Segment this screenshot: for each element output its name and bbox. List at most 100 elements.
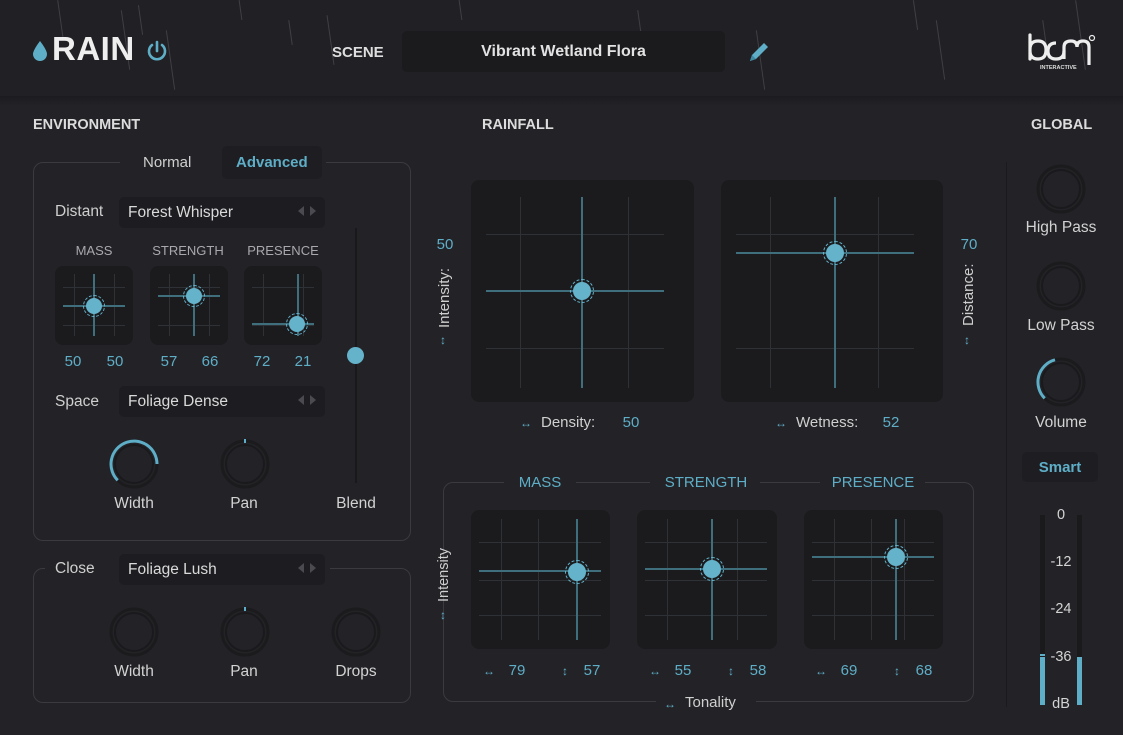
mode-normal-button[interactable]: Normal: [143, 154, 192, 171]
close-preset-select[interactable]: Foliage Lush: [119, 554, 325, 585]
tone-mass-pad[interactable]: [471, 510, 610, 649]
prev-preset-icon[interactable]: [298, 395, 304, 405]
distance-axis-label: Distance:: [960, 263, 977, 326]
tone-presence-y: 68: [915, 662, 933, 679]
density-label: Density:: [541, 414, 596, 431]
space-pan-knob[interactable]: [219, 438, 271, 490]
close-pan-knob[interactable]: [219, 606, 271, 658]
raindrop-icon: [33, 41, 47, 61]
intensity-axis-label: Intensity:: [436, 267, 453, 328]
vertical-arrows-icon: ↕: [440, 333, 446, 347]
next-preset-icon[interactable]: [310, 206, 316, 216]
tone-mass-x: 79: [508, 662, 526, 679]
horizontal-arrows-icon: ↔: [664, 697, 676, 711]
meter-unit: dB: [1052, 696, 1070, 712]
environment-title: ENVIRONMENT: [33, 117, 141, 133]
vertical-arrows-icon: ↕: [562, 664, 568, 678]
vertical-arrows-icon: ↕: [440, 608, 446, 622]
distant-mass-x: 50: [64, 353, 82, 370]
distant-strength-pad[interactable]: [150, 266, 228, 345]
scene-name: Vibrant Wetland Flora: [481, 42, 646, 60]
space-preset-select[interactable]: Foliage Dense: [119, 386, 325, 417]
mode-advanced-button[interactable]: Advanced: [222, 146, 322, 179]
rainfall-title: RAINFALL: [482, 117, 554, 133]
blend-label: Blend: [336, 495, 376, 512]
next-preset-icon[interactable]: [310, 395, 316, 405]
pad-handle[interactable]: [86, 298, 102, 314]
vertical-arrows-icon: ↕: [728, 664, 734, 678]
pad-handle[interactable]: [568, 563, 586, 581]
tone-mass-title: MASS: [518, 474, 562, 491]
horizontal-arrows-icon: ↔: [775, 416, 787, 430]
horizontal-arrows-icon: ↔: [483, 664, 495, 678]
app-logo: RAIN: [52, 30, 135, 67]
meter-tick-0: 0: [1056, 507, 1066, 523]
prev-preset-icon[interactable]: [298, 206, 304, 216]
next-preset-icon[interactable]: [310, 563, 316, 573]
space-width-knob[interactable]: [108, 438, 160, 490]
blend-slider-handle[interactable]: [347, 347, 364, 364]
horizontal-arrows-icon: ↔: [520, 416, 532, 430]
vertical-arrows-icon: ↕: [964, 333, 970, 347]
smart-button[interactable]: Smart: [1022, 452, 1098, 482]
distant-presence-pad[interactable]: [244, 266, 322, 345]
tone-presence-pad[interactable]: [804, 510, 943, 649]
distant-presence-label: PRESENCE: [247, 243, 319, 258]
close-drops-label: Drops: [335, 663, 377, 680]
meter-tick-24: -24: [1050, 601, 1072, 617]
pad-handle[interactable]: [186, 288, 202, 304]
prev-preset-icon[interactable]: [298, 563, 304, 573]
vertical-arrows-icon: ↕: [894, 664, 900, 678]
pad-handle[interactable]: [703, 560, 721, 578]
meter-tick-36: -36: [1050, 649, 1072, 665]
power-icon[interactable]: [146, 40, 168, 62]
distant-strength-label: STRENGTH: [152, 243, 224, 258]
density-value: 50: [622, 414, 640, 431]
meter-tick-12: -12: [1050, 554, 1072, 570]
scene-name-field[interactable]: Vibrant Wetland Flora: [402, 31, 725, 72]
panel-label-gap: [820, 474, 925, 492]
close-drops-knob[interactable]: [330, 606, 382, 658]
pad-handle[interactable]: [887, 548, 905, 566]
volume-knob[interactable]: [1035, 356, 1087, 408]
boom-interactive-logo: INTERACTIVE: [1026, 33, 1096, 73]
tone-strength-pad[interactable]: [637, 510, 777, 649]
close-width-knob[interactable]: [108, 606, 160, 658]
distant-preset-select[interactable]: Forest Whisper: [119, 197, 325, 228]
tone-presence-x: 69: [840, 662, 858, 679]
distant-presence-x: 72: [253, 353, 271, 370]
distant-presence-y: 21: [294, 353, 312, 370]
pad-handle[interactable]: [826, 244, 844, 262]
high-pass-knob[interactable]: [1035, 163, 1087, 215]
distant-label: Distant: [55, 203, 104, 220]
close-label: Close: [55, 560, 95, 577]
panel-label-gap: [650, 474, 760, 492]
scene-label: SCENE: [332, 44, 384, 61]
tone-presence-title: PRESENCE: [831, 474, 915, 491]
meter-right: [1077, 515, 1082, 705]
brand-subtitle: INTERACTIVE: [1040, 65, 1077, 71]
pad-handle-ring: [83, 295, 105, 317]
header-divider: [0, 96, 1123, 106]
low-pass-knob[interactable]: [1035, 260, 1087, 312]
density-intensity-pad[interactable]: [471, 180, 694, 402]
close-pan-label: Pan: [230, 663, 258, 680]
distant-mass-y: 50: [106, 353, 124, 370]
distant-mass-pad[interactable]: [55, 266, 133, 345]
tone-strength-x: 55: [674, 662, 692, 679]
space-label: Space: [55, 393, 99, 410]
meter-right-level: [1077, 657, 1082, 705]
tonality-axis-label: Tonality: [685, 694, 736, 711]
wetness-distance-pad[interactable]: [721, 180, 943, 402]
pad-handle[interactable]: [573, 282, 591, 300]
high-pass-label: High Pass: [1025, 219, 1097, 236]
pencil-edit-icon[interactable]: [747, 40, 771, 64]
horizontal-arrows-icon: ↔: [815, 664, 827, 678]
global-title: GLOBAL: [1031, 117, 1093, 133]
wetness-label: Wetness:: [796, 414, 859, 431]
panel-label-gap: [656, 692, 756, 710]
pad-handle[interactable]: [289, 316, 305, 332]
distant-mass-label: MASS: [75, 243, 113, 258]
space-pan-label: Pan: [230, 495, 258, 512]
meter-left-level: [1040, 657, 1045, 705]
